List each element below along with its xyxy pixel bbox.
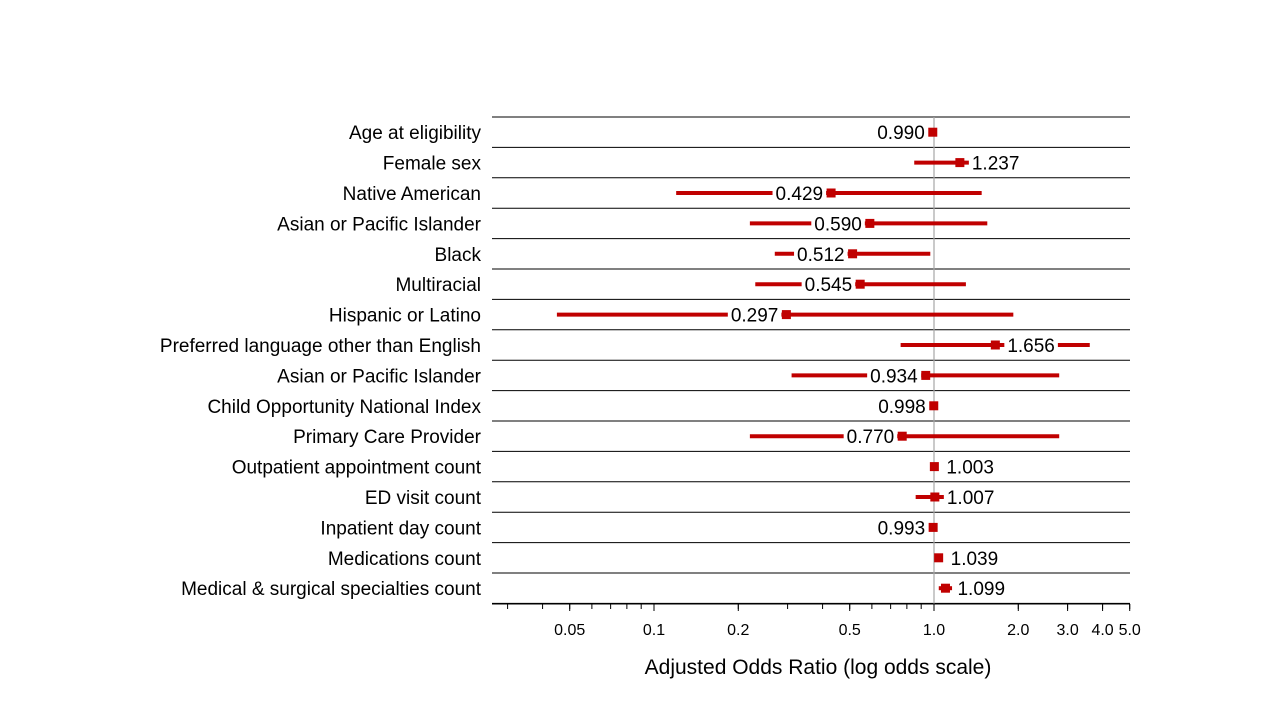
forest-row: Asian or Pacific Islander 0.934	[277, 366, 1060, 388]
row-label: ED visit count	[365, 488, 482, 509]
x-tick-label: 0.05	[554, 622, 585, 639]
or-value-label: 0.545	[805, 275, 853, 296]
x-axis-label: Adjusted Odds Ratio (log odds scale)	[645, 656, 992, 679]
or-value-label-bg	[727, 305, 782, 327]
point-estimate	[848, 249, 858, 259]
point-estimate	[855, 279, 865, 289]
or-value-label: 0.770	[847, 427, 895, 448]
row-label: Asian or Pacific Islander	[277, 366, 481, 387]
or-value-label-bg	[794, 244, 848, 266]
point-estimate	[929, 462, 939, 472]
row-label: Hispanic or Latino	[329, 306, 481, 327]
point-estimate	[934, 553, 944, 563]
or-value-label: 0.512	[797, 245, 845, 266]
row-label: Female sex	[383, 154, 482, 175]
or-value-label-bg	[874, 123, 928, 145]
or-value-label: 1.237	[972, 154, 1020, 175]
row-label: Preferred language other than English	[160, 336, 481, 357]
forest-row: Age at eligibility 0.990	[349, 123, 938, 145]
forest-row: Outpatient appointment count 1.003	[232, 457, 997, 479]
or-value-label: 0.297	[731, 306, 779, 327]
row-separators	[492, 116, 1130, 604]
row-label: Black	[435, 245, 482, 266]
x-tick-label: 0.1	[643, 622, 665, 639]
forest-row: Multiracial 0.545	[395, 275, 966, 297]
point-estimate	[921, 370, 931, 380]
row-label: Asian or Pacific Islander	[277, 214, 481, 235]
row-label: Multiracial	[395, 275, 481, 296]
forest-row: ED visit count 1.007	[365, 488, 998, 509]
or-value-label: 0.990	[877, 123, 925, 144]
or-value-label-bg	[867, 366, 922, 388]
or-value-label-bg	[943, 488, 998, 509]
or-value-label-bg	[843, 427, 898, 449]
forest-row: Primary Care Provider 0.770	[293, 427, 1060, 449]
x-tick-label: 5.0	[1119, 622, 1141, 639]
or-value-label-bg	[772, 184, 827, 205]
forest-row: Inpatient day count 0.993	[320, 518, 938, 540]
x-tick-label: 0.2	[727, 622, 749, 639]
or-value-label: 1.039	[951, 549, 999, 570]
or-value-label-bg	[875, 396, 929, 418]
row-label: Inpatient day count	[320, 518, 481, 539]
point-estimate	[990, 340, 1000, 350]
or-value-label-bg	[1004, 336, 1058, 357]
forest-row: Child Opportunity National Index 0.998	[207, 396, 939, 418]
x-axis: 0.05 0.1 0.2 0.5 1.0 2.0 3.0 4.0 5.0	[492, 603, 1141, 639]
forest-row: Hispanic or Latino 0.297	[329, 305, 1014, 327]
point-estimate	[897, 431, 907, 441]
or-value-label: 1.099	[957, 579, 1005, 600]
or-value-label-bg	[954, 579, 1009, 601]
row-label: Child Opportunity National Index	[207, 397, 481, 418]
x-tick-label: 1.0	[923, 622, 945, 639]
or-value-label: 0.993	[878, 518, 926, 539]
or-value-label: 0.998	[878, 397, 926, 418]
row-label: Age at eligibility	[349, 123, 482, 144]
point-estimate	[826, 188, 836, 198]
rows: Age at eligibility 0.990 Female sex 1.237 Na…	[160, 123, 1090, 601]
point-estimate	[865, 218, 875, 228]
row-label: Medications count	[328, 549, 482, 570]
or-value-label-bg	[943, 457, 997, 479]
x-tick-label: 0.5	[839, 622, 861, 639]
or-value-label-bg	[811, 214, 865, 236]
point-estimate	[940, 583, 950, 593]
or-value-label-bg	[968, 153, 1023, 175]
x-tick-label: 3.0	[1056, 622, 1078, 639]
or-value-label-bg	[801, 275, 856, 297]
forest-row: Medications count 1.039	[328, 548, 1002, 570]
forest-row: Asian or Pacific Islander 0.590	[277, 214, 988, 236]
or-value-label: 1.656	[1007, 336, 1055, 357]
point-estimate	[781, 310, 791, 320]
or-value-label-bg	[947, 548, 1002, 570]
row-label: Primary Care Provider	[293, 427, 482, 448]
x-tick-label: 2.0	[1007, 622, 1029, 639]
point-estimate	[930, 492, 940, 502]
point-estimate	[955, 158, 965, 168]
forest-row: Female sex 1.237	[383, 153, 1023, 175]
or-value-label: 0.429	[776, 184, 824, 205]
or-value-label: 0.590	[814, 214, 862, 235]
point-estimate	[928, 522, 938, 532]
forest-row: Native American 0.429	[343, 184, 982, 205]
forest-row: Medical & surgical specialties count 1.09…	[181, 579, 1009, 601]
row-label: Outpatient appointment count	[232, 458, 482, 479]
forest-row: Preferred language other than English 1.6…	[160, 336, 1090, 357]
or-value-label: 0.934	[870, 366, 918, 387]
or-value-label-bg	[874, 518, 929, 540]
forest-row: Black 0.512	[435, 244, 931, 266]
point-estimate	[929, 401, 939, 411]
or-value-label: 1.003	[946, 458, 994, 479]
or-value-label: 1.007	[947, 488, 995, 509]
x-tick-label: 4.0	[1091, 622, 1113, 639]
row-label: Native American	[343, 184, 481, 205]
point-estimate	[928, 127, 938, 137]
row-label: Medical & surgical specialties count	[181, 579, 482, 600]
